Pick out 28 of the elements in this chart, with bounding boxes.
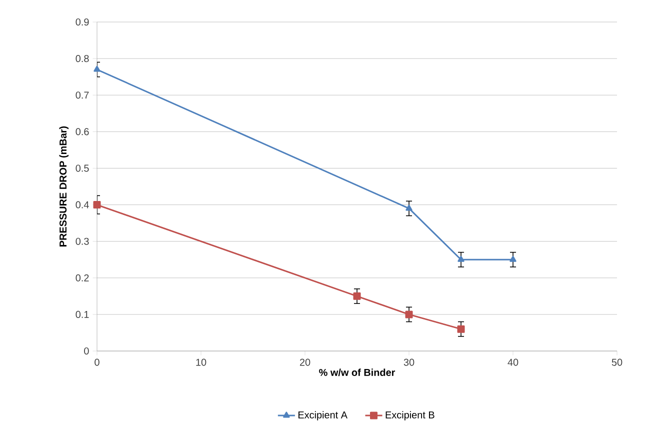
y-tick-label: 0.7: [76, 92, 89, 99]
point: [458, 256, 464, 262]
y-tick-label: 0.6: [76, 128, 89, 136]
y-tick-label: 0: [84, 347, 89, 355]
y-tick-label: 0.4: [76, 201, 89, 208]
y-tick-label: 0.8: [76, 55, 89, 62]
y-tick-label: 0.3: [76, 238, 89, 245]
y-axis-title: PRESSURE DROP (mBar): [59, 126, 69, 246]
y-tick-label: 0.1: [76, 310, 89, 318]
point: [510, 256, 516, 262]
point: [406, 204, 412, 211]
point: [457, 325, 465, 333]
x-axis-title: % w/w of Binder: [319, 368, 396, 376]
point: [93, 201, 101, 209]
y-tick-label: 0.2: [76, 274, 89, 282]
point: [353, 292, 361, 300]
point: [405, 310, 413, 318]
x-tick-label: 10: [196, 358, 206, 366]
y-tick-label: 0.9: [76, 18, 89, 26]
legend-label: Excipient B: [386, 411, 434, 420]
point: [94, 66, 100, 72]
x-tick-label: 30: [404, 358, 414, 366]
legend-label: Excipient A: [298, 411, 348, 420]
x-tick-label: 20: [300, 358, 310, 366]
x-tick-label: 0: [94, 358, 100, 366]
x-tick-label: 40: [508, 358, 518, 366]
x-tick-label: 50: [612, 358, 622, 366]
y-tick-label: 0.5: [76, 164, 89, 172]
